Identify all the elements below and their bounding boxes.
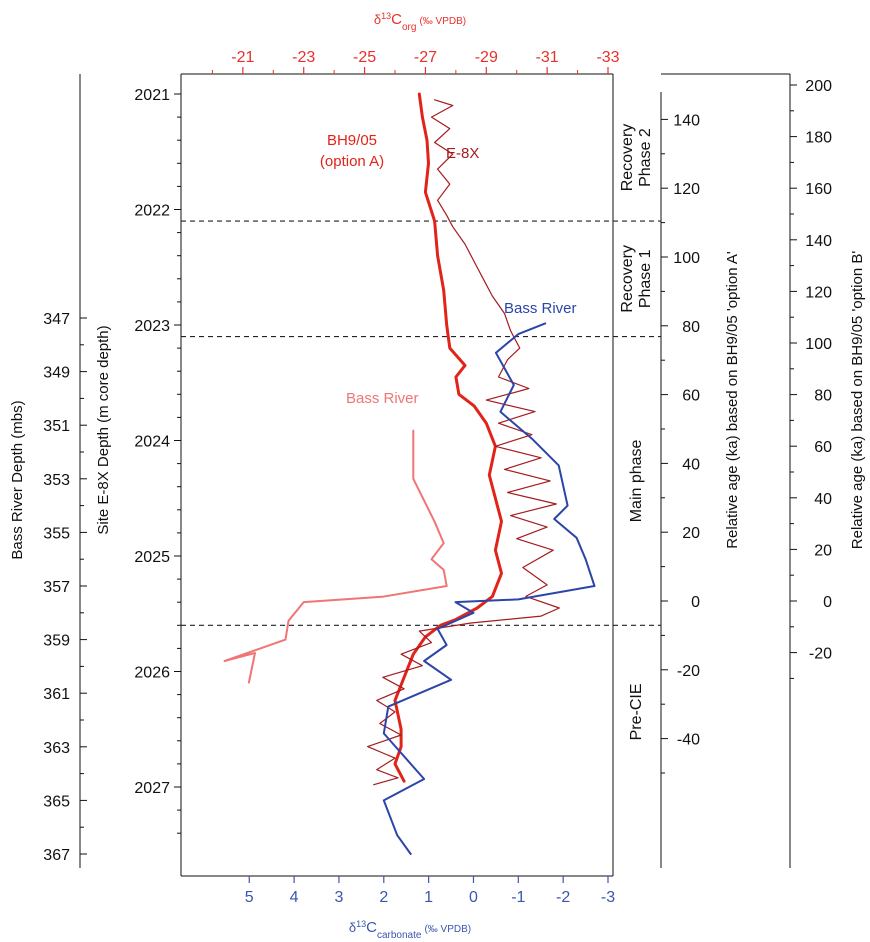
top-axis-title: δ13Corg (‰ VPDB) [374, 11, 466, 33]
right-b-tick-label: 20 [814, 542, 832, 559]
bottom-axis-tick-label: 1 [424, 889, 433, 906]
phase-label-group: Pre-CIE [628, 683, 645, 740]
left-outer-tick-label: 361 [43, 686, 70, 703]
right-a-tick-label: 60 [682, 388, 700, 405]
left-outer-tick-label: 365 [43, 793, 70, 810]
annotation-bh905-line1: BH9/05 [327, 132, 377, 149]
right-a-tick-label: 0 [691, 594, 700, 611]
annotation-bh905-line2: (option A) [320, 153, 384, 170]
right-b-tick-label: 140 [805, 233, 832, 250]
top-axis-tick-label: -23 [292, 49, 315, 66]
left-inner-tick-label: 2022 [134, 203, 170, 220]
right-a-tick-label: 20 [682, 525, 700, 542]
left-inner-axis-title: Site E-8X Depth (m core depth) [95, 325, 112, 534]
left-inner-tick-label: 2025 [134, 549, 170, 566]
phase-label-group: Main phase [628, 439, 645, 522]
phase-label: Pre-CIE [628, 683, 645, 740]
right-b-tick-label: 60 [814, 439, 832, 456]
series-line-e8x [367, 99, 560, 786]
series-line-bass-river-carbonate [382, 322, 596, 855]
annotation-bass-river-blue: Bass River [504, 300, 577, 317]
left-inner-tick-label: 2026 [134, 665, 170, 682]
left-outer-axis-title: Bass River Depth (mbs) [9, 400, 26, 559]
right-b-tick-label: 180 [805, 130, 832, 147]
left-inner-tick-label: 2024 [134, 434, 170, 451]
phase-label-line1: Recovery [619, 245, 636, 313]
right-b-tick-label: 80 [814, 388, 832, 405]
right-a-axis-title: Relative age (ka) based on BH9/05 'optio… [724, 251, 741, 549]
top-axis-tick-label: -31 [536, 49, 559, 66]
left-inner-tick-label: 2027 [134, 780, 170, 797]
left-outer-tick-label: 367 [43, 847, 70, 864]
left-outer-tick-label: 363 [43, 740, 70, 757]
left-inner-tick-label: 2023 [134, 318, 170, 335]
phase-label-line1: Recovery [619, 124, 636, 192]
right-b-tick-label: 0 [823, 594, 832, 611]
left-outer-tick-label: 357 [43, 579, 70, 596]
right-a-tick-label: -40 [677, 732, 700, 749]
left-outer-tick-label: 351 [43, 418, 70, 435]
right-a-tick-label: 80 [682, 319, 700, 336]
right-b-tick-label: 120 [805, 284, 832, 301]
phase-label-line2: Phase 1 [637, 249, 654, 308]
phase-label-line2: Phase 2 [637, 128, 654, 187]
left-outer-tick-label: 347 [43, 311, 70, 328]
right-a-tick-label: 100 [673, 250, 700, 267]
phase-label: Main phase [628, 439, 645, 522]
right-b-axis-title: Relative age (ka) based on BH9/05 'optio… [849, 251, 866, 550]
bottom-axis-tick-label: -1 [511, 889, 525, 906]
annotation-e8x: E-8X [446, 145, 479, 162]
bottom-axis-tick-label: -2 [556, 889, 570, 906]
right-a-tick-label: 120 [673, 181, 700, 198]
top-axis-tick-label: -21 [231, 49, 254, 66]
bottom-axis-tick-label: 2 [379, 889, 388, 906]
top-axis-tick-label: -33 [596, 49, 619, 66]
right-a-tick-label: 140 [673, 112, 700, 129]
bottom-axis-tick-label: 3 [334, 889, 343, 906]
bottom-axis-tick-label: 4 [290, 889, 299, 906]
left-outer-tick-label: 355 [43, 525, 70, 542]
left-outer-tick-label: 353 [43, 472, 70, 489]
right-b-tick-label: 160 [805, 181, 832, 198]
left-outer-tick-label: 359 [43, 633, 70, 650]
right-b-tick-label: -20 [809, 646, 832, 663]
phase-label-group: Recovery Phase 1 [619, 245, 654, 313]
right-a-tick-label: -20 [677, 663, 700, 680]
bottom-axis-title: δ13Ccarbonate (‰ VPDB) [349, 919, 471, 941]
top-axis-tick-label: -25 [353, 49, 376, 66]
right-b-tick-label: 100 [805, 336, 832, 353]
right-b-tick-label: 40 [814, 491, 832, 508]
top-axis-tick-label: -29 [475, 49, 498, 66]
right-b-tick-label: 200 [805, 78, 832, 95]
phase-label-group: Recovery Phase 2 [619, 124, 654, 192]
bottom-axis-tick-label: 0 [469, 889, 478, 906]
annotation-bass-river-pink: Bass River [346, 390, 419, 407]
bottom-axis-tick-label: 5 [245, 889, 254, 906]
series-line-bass-river-organic [223, 429, 448, 684]
bottom-axis-tick-label: -3 [601, 889, 615, 906]
right-a-tick-label: 40 [682, 456, 700, 473]
left-outer-tick-label: 349 [43, 365, 70, 382]
left-inner-tick-label: 2021 [134, 87, 170, 104]
top-axis-tick-label: -27 [414, 49, 437, 66]
